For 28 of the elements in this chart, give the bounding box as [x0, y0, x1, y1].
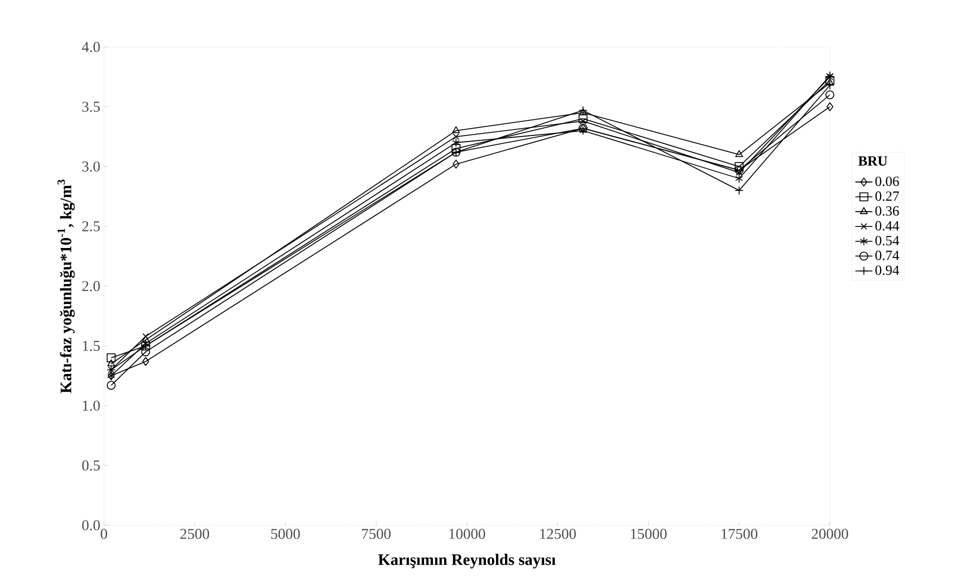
y-tick-label: 3.5 [82, 102, 100, 112]
x-tick-label: 20000 [812, 528, 848, 539]
x-tick-label: 10000 [449, 528, 486, 539]
y-tick-label: 2.0 [82, 281, 100, 292]
legend-label: 0.94 [875, 265, 900, 275]
x-tick-label: 2500 [180, 528, 210, 539]
x-tick-label: 15000 [630, 528, 667, 539]
y-tick-label: 2.5 [82, 221, 100, 232]
y-tick-label: 0.0 [82, 520, 100, 530]
legend-label: 0.74 [875, 250, 900, 260]
y-axis-title: Katı-faz yoğunluğu*10$^{-1}$, kg/m$^{3}$ [58, 180, 75, 394]
y-tick-label: 1.0 [82, 400, 100, 411]
x-tick-label: 5000 [271, 528, 300, 539]
x-axis-title: Karışımın Reynolds sayısı [378, 554, 556, 568]
legend-title: BRU [858, 156, 888, 166]
x-tick-label: 0 [100, 528, 108, 539]
legend-label: 0.54 [875, 236, 900, 246]
y-tick-label: 1.5 [82, 340, 100, 351]
y-tick-label: 4.0 [82, 42, 100, 52]
y-tick-label: 0.5 [82, 460, 100, 471]
legend-label: 0.27 [875, 191, 899, 201]
x-tick-label: 17500 [722, 528, 758, 539]
legend-label: 0.44 [875, 221, 900, 231]
legend-label: 0.06 [875, 176, 899, 186]
y-tick-label: 3.0 [82, 161, 100, 172]
x-tick-label: 7500 [362, 528, 391, 539]
x-tick-label: 12500 [540, 528, 576, 539]
legend-label: 0.36 [875, 206, 899, 216]
